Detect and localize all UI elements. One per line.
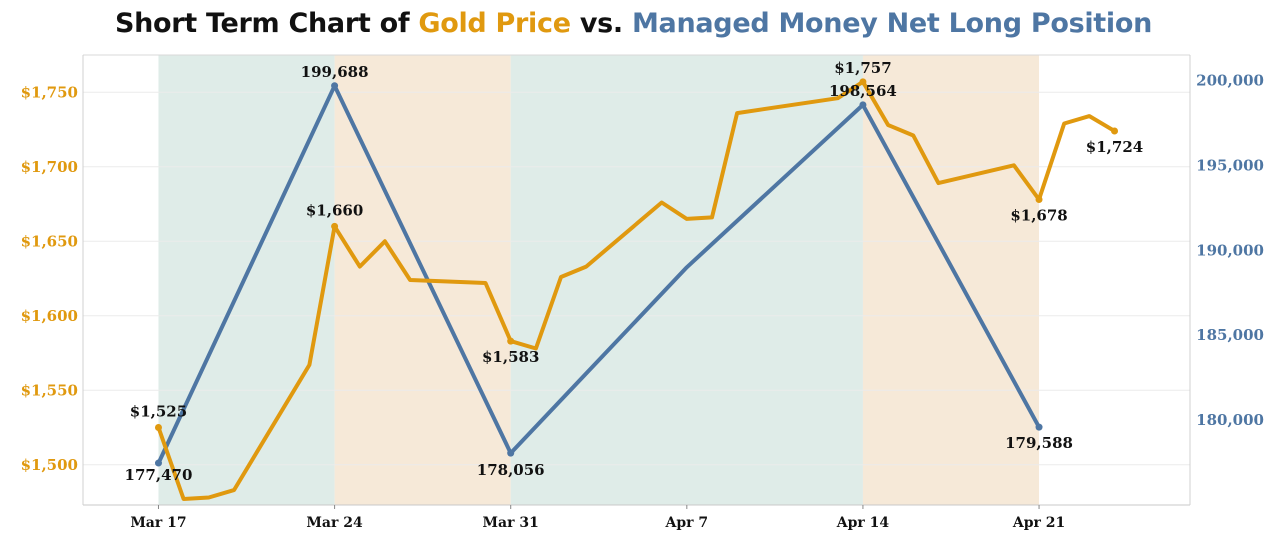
data-point-gold-price <box>1111 127 1119 135</box>
x-tick-label: Mar 24 <box>306 515 363 531</box>
y-right-tick-label: 180,000 <box>1196 411 1264 429</box>
data-label-managed-money: 199,688 <box>301 63 369 81</box>
data-label-gold-price: $1,525 <box>130 403 187 421</box>
data-label-gold-price: $1,724 <box>1086 138 1143 156</box>
y-left-tick-label: $1,700 <box>21 158 78 176</box>
x-tick-label: Apr 21 <box>1012 515 1065 531</box>
data-point-managed-money <box>507 449 515 457</box>
data-label-gold-price: $1,583 <box>482 348 539 366</box>
y-right-tick-label: 190,000 <box>1196 241 1264 259</box>
data-label-managed-money: 179,588 <box>1005 434 1073 452</box>
chart-title: Short Term Chart of Gold Price vs. Manag… <box>0 8 1267 39</box>
y-left-tick-label: $1,600 <box>21 307 78 325</box>
background-band-green <box>510 55 863 505</box>
data-point-managed-money <box>331 82 339 90</box>
title-part-prefix: Short Term Chart of <box>114 8 419 39</box>
title-part-gold: Gold Price <box>418 8 571 39</box>
x-tick-label: Apr 14 <box>836 515 890 531</box>
y-left-tick-label: $1,550 <box>21 381 78 399</box>
y-right-tick-label: 200,000 <box>1196 71 1264 89</box>
title-part-vs: vs. <box>570 8 632 39</box>
y-left-tick-label: $1,750 <box>21 83 78 101</box>
data-point-gold-price <box>507 337 515 345</box>
series-line-managed-money <box>156 83 1041 466</box>
data-point-managed-money <box>154 459 162 467</box>
data-point-managed-money <box>859 101 867 109</box>
title-part-managed-money: Managed Money Net Long Position <box>631 8 1153 39</box>
data-point-gold-price <box>154 424 162 432</box>
data-point-managed-money <box>1035 423 1043 431</box>
x-tick-label: Mar 31 <box>483 515 539 531</box>
x-tick-label: Mar 17 <box>130 515 186 531</box>
data-label-managed-money: 178,056 <box>477 461 545 479</box>
data-label-managed-money: 177,470 <box>125 466 193 484</box>
data-point-gold-price <box>331 222 339 230</box>
y-left-tick-label: $1,650 <box>21 232 78 250</box>
y-right-tick-label: 185,000 <box>1196 326 1264 344</box>
data-point-gold-price <box>1035 196 1043 204</box>
x-tick-label: Apr 7 <box>664 515 708 531</box>
background-band-tan <box>862 55 1040 505</box>
series-line-gold-price <box>156 79 1117 501</box>
data-label-gold-price: $1,660 <box>306 201 363 219</box>
y-left-tick-label: $1,500 <box>21 456 78 474</box>
y-right-tick-label: 195,000 <box>1196 156 1264 174</box>
data-label-managed-money: 198,564 <box>829 82 897 100</box>
data-label-gold-price: $1,678 <box>1010 207 1067 225</box>
data-label-gold-price: $1,757 <box>834 59 891 77</box>
background-band-green <box>158 55 335 505</box>
data-point-gold-price <box>859 78 867 86</box>
